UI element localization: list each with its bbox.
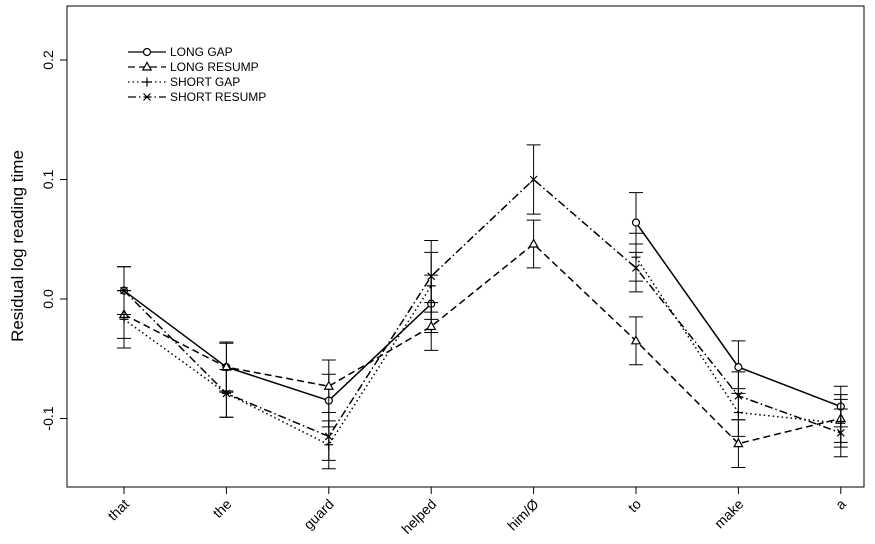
y-axis-title: Residual log reading time xyxy=(8,150,27,342)
series-line xyxy=(123,290,432,402)
data-point-circle xyxy=(142,47,152,57)
x-tick-label: make xyxy=(711,496,747,532)
series-line xyxy=(123,178,842,438)
x-tick-label: a xyxy=(832,496,849,513)
x-tick-label: him/Ø xyxy=(504,496,542,534)
data-point-cross xyxy=(734,391,743,400)
data-point-cross xyxy=(222,389,231,398)
y-tick-label: 0.2 xyxy=(40,50,56,70)
data-point-circle xyxy=(631,218,641,227)
y-tick-label: 0.0 xyxy=(40,289,56,309)
x-tick-label: that xyxy=(104,496,132,524)
data-point-cross xyxy=(836,428,845,437)
data-point-cross xyxy=(143,93,151,101)
x-tick-label: the xyxy=(209,496,234,521)
data-point-cross xyxy=(529,175,538,184)
legend-item: SHORT GAP xyxy=(128,75,240,89)
x-tick-label: guard xyxy=(300,496,337,533)
data-point-cross xyxy=(427,272,436,281)
data-point-triangle xyxy=(630,335,642,345)
legend-item: SHORT RESUMP xyxy=(128,90,266,104)
data-point-circle xyxy=(734,363,743,372)
series-line xyxy=(123,243,841,445)
data-point-cross xyxy=(120,286,128,295)
data-point-triangle xyxy=(528,238,539,248)
legend-label: SHORT GAP xyxy=(170,75,240,89)
plot-frame xyxy=(66,5,865,488)
data-point-cross xyxy=(632,264,640,272)
y-axis: -0.1 0.0 0.1 0.2 xyxy=(40,50,67,431)
x-tick-label: helped xyxy=(398,496,439,537)
legend-label: LONG GAP xyxy=(170,45,233,59)
data-point-plus xyxy=(119,314,129,324)
data-point-triangle xyxy=(141,61,153,71)
legend-label: SHORT RESUMP xyxy=(170,90,266,104)
data-point-plus xyxy=(142,77,152,87)
series-short-resump xyxy=(117,144,848,461)
legend-label: LONG RESUMP xyxy=(170,60,259,74)
data-point-triangle xyxy=(323,380,335,390)
x-axis: that the guard helped him/Ø to make a xyxy=(104,487,849,537)
data-point-cross xyxy=(324,432,333,441)
y-tick-label: -0.1 xyxy=(40,406,56,430)
data-point-triangle xyxy=(425,320,437,331)
series-layer xyxy=(117,144,848,470)
y-tick-label: 0.1 xyxy=(40,170,56,190)
x-tick-label: to xyxy=(625,496,645,516)
data-point-triangle xyxy=(733,437,744,448)
series-line xyxy=(123,285,432,446)
legend-item: LONG GAP xyxy=(128,45,233,59)
legend-item: LONG RESUMP xyxy=(128,60,259,74)
